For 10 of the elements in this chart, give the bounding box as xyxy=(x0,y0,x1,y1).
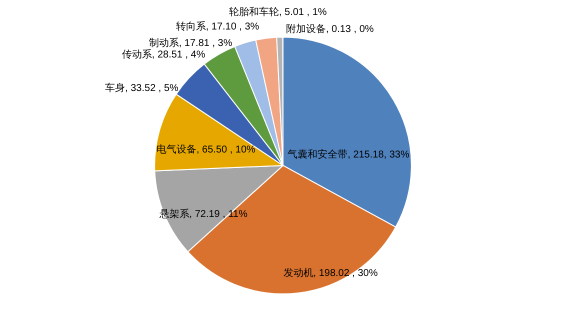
slice-label: 气囊和安全带, 215.18, 33% xyxy=(288,148,410,161)
slice-label: 发动机, 198.02 , 30% xyxy=(283,266,378,279)
slice-label: 轮胎和车轮, 5.01 , 1% xyxy=(228,6,327,18)
slice-label: 转向系, 17.10 , 3% xyxy=(176,20,260,32)
slice-label: 车身, 33.52 , 5% xyxy=(105,82,179,94)
slice-label: 电气设备, 65.50 , 10% xyxy=(156,144,256,156)
slice-label: 传动系, 28.51 , 4% xyxy=(122,48,206,61)
slice-label: 附加设备, 0.13 , 0% xyxy=(286,22,374,35)
slice-label: 悬架系, 72.19 , 11% xyxy=(158,208,248,220)
slice-label: 制动系, 17.81 , 3% xyxy=(148,37,232,50)
